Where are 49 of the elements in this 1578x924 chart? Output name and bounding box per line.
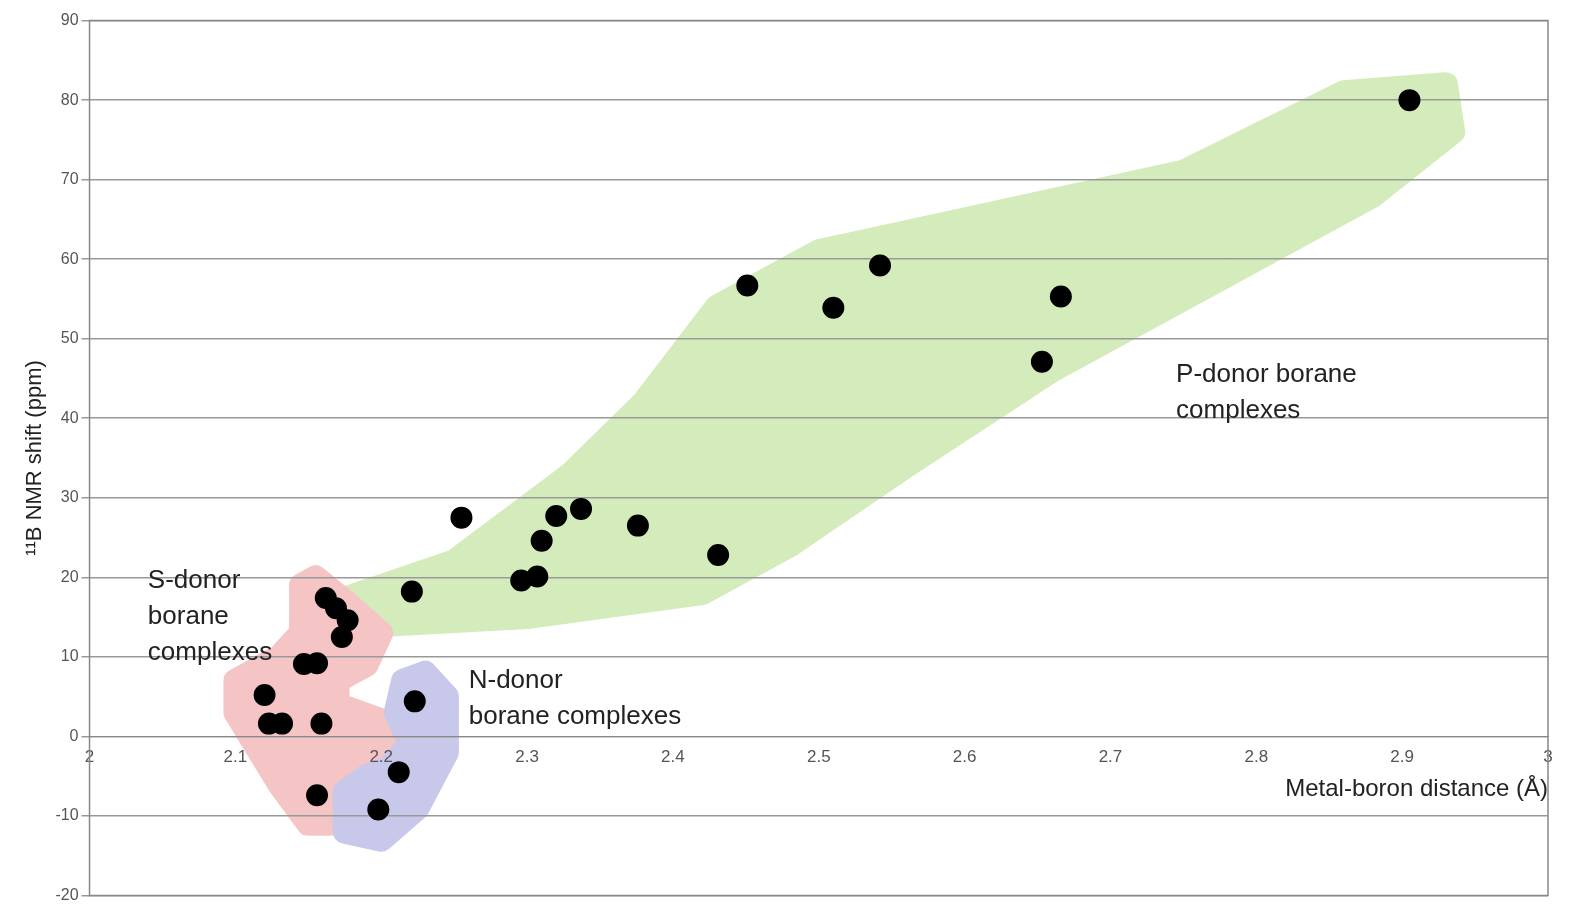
point xyxy=(1398,89,1421,112)
y-tick-label: 50 xyxy=(60,329,79,347)
x-tick-label: 2.1 xyxy=(223,747,248,767)
point xyxy=(570,497,593,520)
point xyxy=(822,296,845,319)
x-tick-label: 2.4 xyxy=(661,747,685,767)
y-tick-label: 40 xyxy=(60,408,79,426)
point xyxy=(450,506,473,529)
point xyxy=(530,529,553,552)
x-tick-label: 2.7 xyxy=(1098,747,1123,767)
annotation: P-donor borane complexes xyxy=(1176,357,1357,424)
y-tick-label: 60 xyxy=(60,249,79,267)
y-tick-label: 20 xyxy=(60,567,79,585)
annotation: S-donor borane complexes xyxy=(147,563,273,666)
y-tick-label: 0 xyxy=(69,726,79,744)
point xyxy=(403,690,426,713)
point xyxy=(330,625,353,648)
point xyxy=(626,514,649,537)
x-tick-label: 3 xyxy=(1543,747,1553,767)
point xyxy=(306,784,329,807)
y-tick-label: -10 xyxy=(55,806,79,824)
point xyxy=(310,712,333,735)
point xyxy=(869,254,892,277)
point xyxy=(736,274,759,297)
x-tick-label: 2.3 xyxy=(515,747,539,767)
point xyxy=(336,609,359,632)
x-tick-label: 2.5 xyxy=(806,747,831,767)
x-tick-label: 2.6 xyxy=(952,747,977,767)
x-tick-label: 2.8 xyxy=(1244,747,1269,767)
x-tick-label: 2.2 xyxy=(369,747,394,767)
point xyxy=(1049,285,1072,308)
point xyxy=(253,683,276,706)
point xyxy=(400,580,423,603)
y-axis-title: ¹¹B NMR shift (ppm) xyxy=(21,360,47,556)
x-tick-label: 2.9 xyxy=(1390,747,1414,767)
point xyxy=(526,565,549,588)
point xyxy=(545,505,568,528)
y-tick-label: -20 xyxy=(55,885,79,903)
y-tick-label: 70 xyxy=(60,170,79,188)
y-tick-label: 10 xyxy=(60,647,79,665)
point xyxy=(387,761,410,784)
y-tick-label: 30 xyxy=(60,488,79,506)
point xyxy=(707,544,730,567)
annotation: N-donor borane complexes xyxy=(468,664,682,731)
point xyxy=(1030,350,1053,373)
y-tick-label: 80 xyxy=(60,90,79,108)
x-axis-title: Metal-boron distance (Å) xyxy=(1285,773,1548,801)
point xyxy=(367,798,390,821)
y-tick-label: 90 xyxy=(60,11,79,29)
